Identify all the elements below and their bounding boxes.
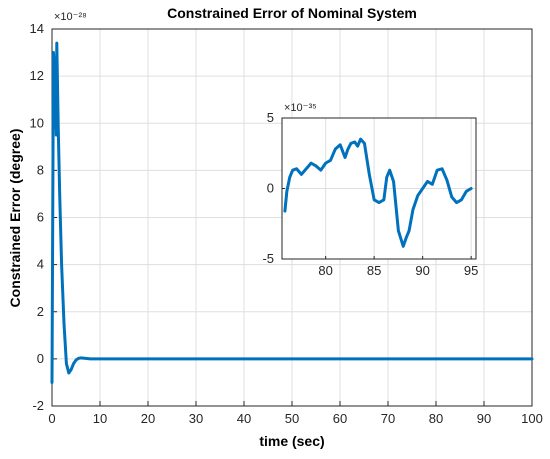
chart-title: Constrained Error of Nominal System: [167, 5, 417, 21]
x-tick-label: 0: [48, 411, 55, 426]
y-tick-label: 0: [37, 351, 44, 366]
x-tick-label: 100: [521, 411, 543, 426]
inset-ticks: 80 85 90 95 -5 0 5: [262, 110, 478, 278]
x-tick-label: 40: [237, 411, 251, 426]
y-tick-label: 2: [37, 304, 44, 319]
x-tick-label: 60: [333, 411, 347, 426]
x-tick-label: 50: [285, 411, 299, 426]
x-tick-label: 90: [415, 263, 429, 278]
x-tick-label: 85: [367, 263, 381, 278]
main-series: [50, 41, 534, 384]
x-tick-label: 80: [429, 411, 443, 426]
y-tick-label: 10: [30, 115, 44, 130]
y-axis-label: Constrained Error (degree): [7, 129, 23, 308]
main-y-exponent: ×10⁻²⁸: [54, 11, 87, 23]
y-tick-label: 8: [37, 162, 44, 177]
x-tick-label: 20: [141, 411, 155, 426]
x-axis-label: time (sec): [259, 433, 324, 449]
y-tick-label: 4: [37, 257, 44, 272]
y-tick-label: 0: [267, 181, 274, 196]
y-tick-label: 6: [37, 210, 44, 225]
x-tick-label: 90: [477, 411, 491, 426]
x-tick-label: 70: [381, 411, 395, 426]
inset-y-exponent: ×10⁻³⁵: [284, 102, 317, 114]
x-tick-label: 95: [464, 263, 478, 278]
x-tick-label: 10: [93, 411, 107, 426]
y-tick-label: -5: [262, 251, 274, 266]
y-tick-label: 5: [267, 110, 274, 125]
series-line: [283, 137, 473, 248]
y-tick-label: -2: [32, 398, 44, 413]
x-tick-label: 80: [318, 263, 332, 278]
series-line: [50, 41, 534, 384]
inset-series: [283, 137, 473, 248]
x-tick-label: 30: [189, 411, 203, 426]
y-tick-label: 12: [30, 68, 44, 83]
y-tick-label: 14: [30, 21, 44, 36]
